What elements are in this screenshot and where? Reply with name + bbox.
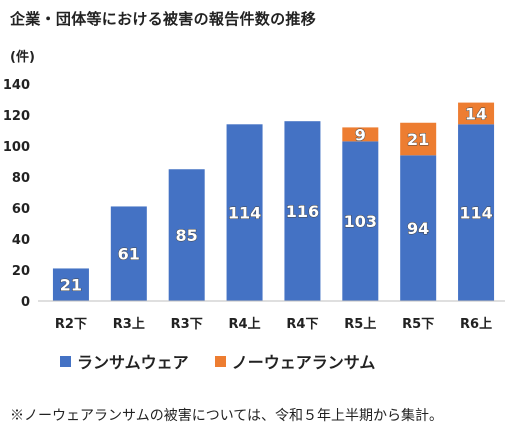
x-category-label: R4下	[286, 317, 318, 332]
data-label-ransomware: 61	[118, 245, 140, 264]
legend-label-noware: ノーウェアランサム	[231, 353, 376, 372]
y-tick-label: 140	[3, 78, 30, 93]
x-category-label: R3下	[171, 317, 203, 332]
data-label-ransomware: 114	[459, 204, 492, 223]
bar-noware	[458, 102, 495, 125]
bar-chart: 0 20 40 60 80 100 120 140 21 R2下 61 R3上 85 R3下 114 R4上 1…	[3, 78, 505, 332]
bar-ransomware	[226, 124, 263, 301]
bar-ransomware	[284, 121, 321, 301]
y-axis-unit-label: (件)	[10, 50, 35, 65]
bar-ransomware	[168, 169, 205, 301]
y-tick-label: 60	[12, 202, 30, 217]
bar-ransomware	[342, 141, 379, 301]
legend-item-noware: ノーウェアランサム	[214, 349, 376, 373]
data-label-noware: 21	[407, 130, 429, 149]
y-tick-label: 80	[12, 171, 30, 186]
data-label-noware: 14	[465, 104, 487, 123]
x-category-label: R4上	[229, 317, 261, 332]
y-tick-label: 100	[3, 140, 30, 155]
data-label-ransomware: 85	[176, 226, 198, 245]
y-tick-label: 0	[21, 295, 30, 310]
x-category-label: R2下	[55, 317, 87, 332]
data-label-ransomware: 116	[286, 202, 319, 221]
bar-ransomware	[458, 124, 495, 301]
legend-label-ransomware: ランサムウェア	[77, 353, 189, 372]
footnote: ※ノーウェアランサムの被害については、令和５年上半期から集計。	[10, 408, 444, 424]
legend-swatch-noware	[214, 355, 226, 367]
bar-ransomware	[110, 206, 147, 301]
data-label-ransomware: 103	[344, 212, 377, 231]
bar-ransomware	[400, 155, 437, 301]
bar-noware	[342, 127, 379, 142]
chart-title: 企業・団体等における被害の報告件数の推移	[10, 10, 317, 28]
chart-legend: ランサムウェア ノーウェアランサム	[60, 349, 401, 373]
data-label-ransomware: 94	[407, 219, 429, 238]
y-tick-label: 120	[3, 109, 30, 124]
y-tick-label: 20	[12, 264, 30, 279]
legend-swatch-ransomware	[60, 355, 71, 367]
legend-item-ransomware: ランサムウェア	[60, 349, 189, 373]
x-category-label: R5下	[402, 317, 434, 332]
x-category-label: R3上	[113, 317, 145, 332]
bar-noware	[400, 122, 437, 156]
x-category-label: R6上	[460, 317, 492, 332]
data-label-ransomware: 114	[228, 204, 261, 223]
data-label-noware: 9	[355, 125, 366, 144]
x-category-label: R5上	[344, 317, 376, 332]
bar-ransomware	[52, 268, 89, 301]
y-tick-label: 40	[12, 233, 30, 248]
data-label-ransomware: 21	[60, 276, 82, 295]
